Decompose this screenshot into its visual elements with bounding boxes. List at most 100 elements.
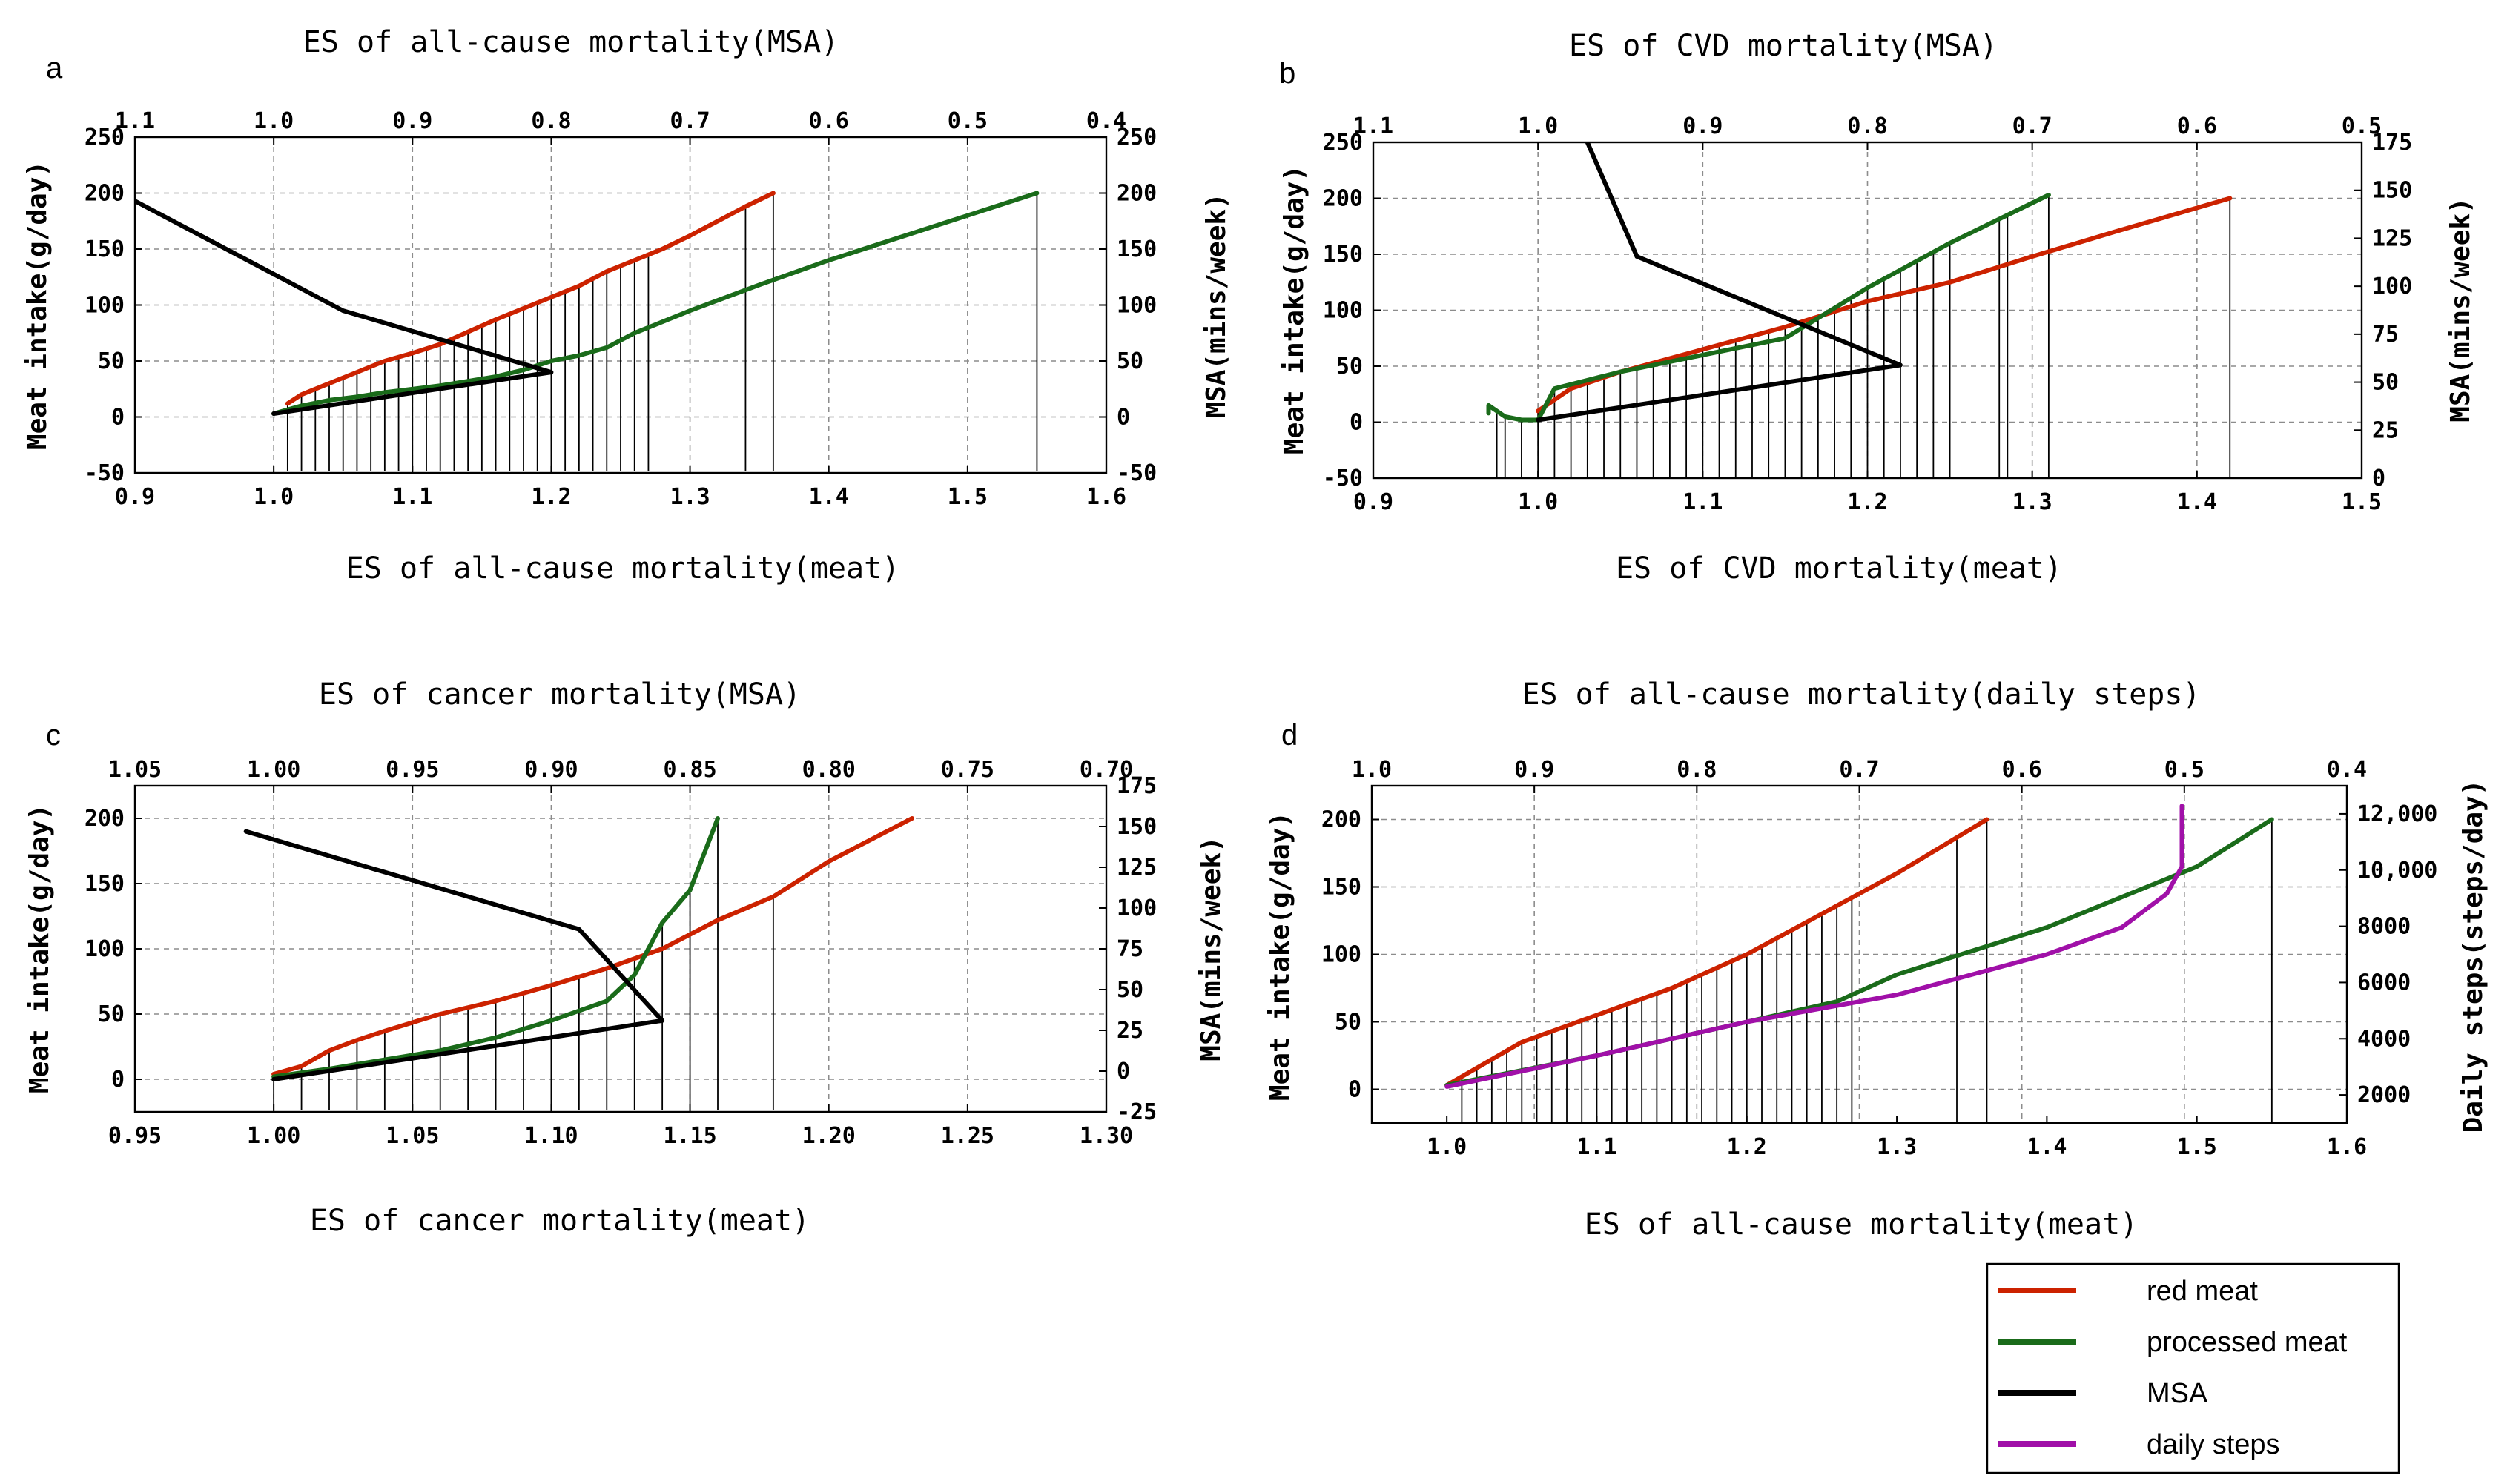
tick-label-bottom: 1.1 [1576,1134,1616,1160]
panel-letter: c [46,719,61,752]
tick-label-bottom: 0.9 [1353,489,1393,515]
tick-label-left: -50 [85,460,125,486]
tick-label-top: 0.4 [2327,757,2367,783]
tick-label-top: 1.1 [1353,113,1393,139]
legend-label: MSA [2147,1378,2208,1409]
tick-label-top: 0.90 [524,757,578,783]
top-axis-title: ES of all-cause mortality(daily steps) [1522,678,2200,712]
tick-label-bottom: 1.0 [1427,1134,1467,1160]
tick-label-left: 200 [85,806,125,832]
tick-label-bottom: 1.30 [1080,1123,1133,1149]
tick-label-left: 250 [85,125,125,150]
series-line-red-meat [1444,817,1989,1087]
tick-label-right: 0 [1117,405,1130,431]
tick-label-top: 0.85 [663,757,716,783]
tick-label-right: 175 [1117,773,1157,799]
tick-label-right: 200 [1117,181,1157,207]
tick-label-left: 0 [1348,1077,1361,1103]
tick-label-top: 0.6 [2002,757,2042,783]
tick-label-bottom: 1.4 [2027,1134,2067,1160]
tick-label-top: 0.5 [948,108,988,134]
tick-label-bottom: 1.5 [948,484,988,510]
tick-label-bottom: 1.3 [670,484,710,510]
tick-label-left: 50 [98,348,125,374]
tick-label-left: 0 [1350,410,1363,436]
tick-label-left: 0 [111,405,125,431]
right-axis-title: MSA(mins/week) [1196,836,1226,1061]
tick-label-top: 0.80 [802,757,856,783]
tick-label-bottom: 1.2 [1727,1134,1767,1160]
tick-label-bottom: 1.6 [1086,484,1126,510]
tick-label-bottom: 1.3 [2012,489,2052,515]
tick-label-top: 1.0 [1518,113,1558,139]
tick-label-right: -25 [1117,1099,1157,1125]
tick-label-right: 4000 [2357,1026,2411,1052]
panel-letter: a [46,52,63,85]
tick-label-top: 0.8 [531,108,571,134]
tick-label-left: -50 [1323,466,1363,491]
tick-label-left: 150 [85,871,125,897]
tick-label-top: 1.00 [247,757,300,783]
tick-label-right: 250 [1117,125,1157,150]
tick-label-left: 100 [1323,298,1363,324]
tick-label-bottom: 1.3 [1877,1134,1917,1160]
tick-label-top: 0.9 [1682,113,1723,139]
tick-label-bottom: 0.9 [115,484,155,510]
tick-label-top: 1.1 [115,108,155,134]
series-line-daily-steps [1444,804,2184,1089]
tick-label-top: 0.70 [1080,757,1133,783]
right-axis-title: Daily steps(steps/day) [2458,780,2488,1133]
tick-label-right: 25 [1117,1018,1143,1044]
tick-label-right: 150 [1117,814,1157,840]
series-line-processed-meat [1486,193,2051,423]
tick-label-right: -50 [1117,460,1157,486]
tick-label-top: 1.05 [108,757,162,783]
tick-label-left: 150 [1323,242,1363,268]
tick-label-top: 1.0 [254,108,294,134]
tick-label-top: 0.7 [670,108,710,134]
tick-label-top: 0.6 [2177,113,2217,139]
series-group [1486,142,2233,423]
tick-label-top: 0.75 [941,757,994,783]
tick-label-left: 50 [1336,354,1363,380]
tick-label-right: 100 [1117,293,1157,319]
panel-d: 1.0 1.1 1.2 1.3 1.4 1.5 1.6 1.0 0.9 0.8 0.7 0.6 0.5 0… [1265,678,2488,1242]
tick-label-right: 50 [1117,348,1143,374]
legend: red meat processed meat MSA daily steps [1986,1262,2400,1474]
bottom-axis-title: ES of all-cause mortality(meat) [1585,1208,2139,1242]
tick-label-bottom: 1.00 [247,1123,300,1149]
series-line-MSA [135,199,554,416]
tick-label-bottom: 1.05 [386,1123,439,1149]
panel-letter: d [1281,719,1298,752]
tick-label-top: 0.8 [1677,757,1717,783]
series-line-red-meat [1536,196,2233,414]
tick-label-top: 0.7 [2012,113,2052,139]
panel-b: 0.9 1.0 1.1 1.2 1.3 1.4 1.5 1.1 1.0 0.9 0.8 0.7 0.6 0… [1279,29,2476,586]
tick-label-top: 0.9 [1514,757,1554,783]
left-axis-title: Meat intake(g/day) [1279,165,1310,454]
tick-label-left: 200 [1321,807,1361,833]
tick-label-right: 150 [2372,178,2412,204]
tick-label-left: 50 [1335,1010,1361,1036]
tick-label-bottom: 1.4 [2177,489,2217,515]
tick-label-left: 200 [85,181,125,207]
tick-label-top: 0.6 [809,108,849,134]
panel-letter: b [1279,57,1295,90]
tick-label-bottom: 1.4 [809,484,849,510]
tick-label-right: 125 [2372,225,2412,251]
legend-label: red meat [2147,1276,2258,1307]
tick-label-bottom: 1.25 [941,1123,994,1149]
tick-label-right: 50 [2372,370,2399,396]
top-axis-title: ES of all-cause mortality(MSA) [303,25,839,59]
tick-label-right: 6000 [2357,970,2411,996]
tick-label-top: 0.95 [386,757,439,783]
tick-label-bottom: 0.95 [108,1123,162,1149]
tick-label-bottom: 1.6 [2327,1134,2367,1160]
series-line-processed-meat [271,816,720,1079]
bottom-axis-title: ES of cancer mortality(meat) [310,1204,810,1238]
tick-label-bottom: 1.1 [392,484,432,510]
tick-label-bottom: 1.0 [1518,489,1558,515]
tick-label-top: 0.5 [2164,757,2204,783]
legend-frame [1986,1262,2400,1474]
